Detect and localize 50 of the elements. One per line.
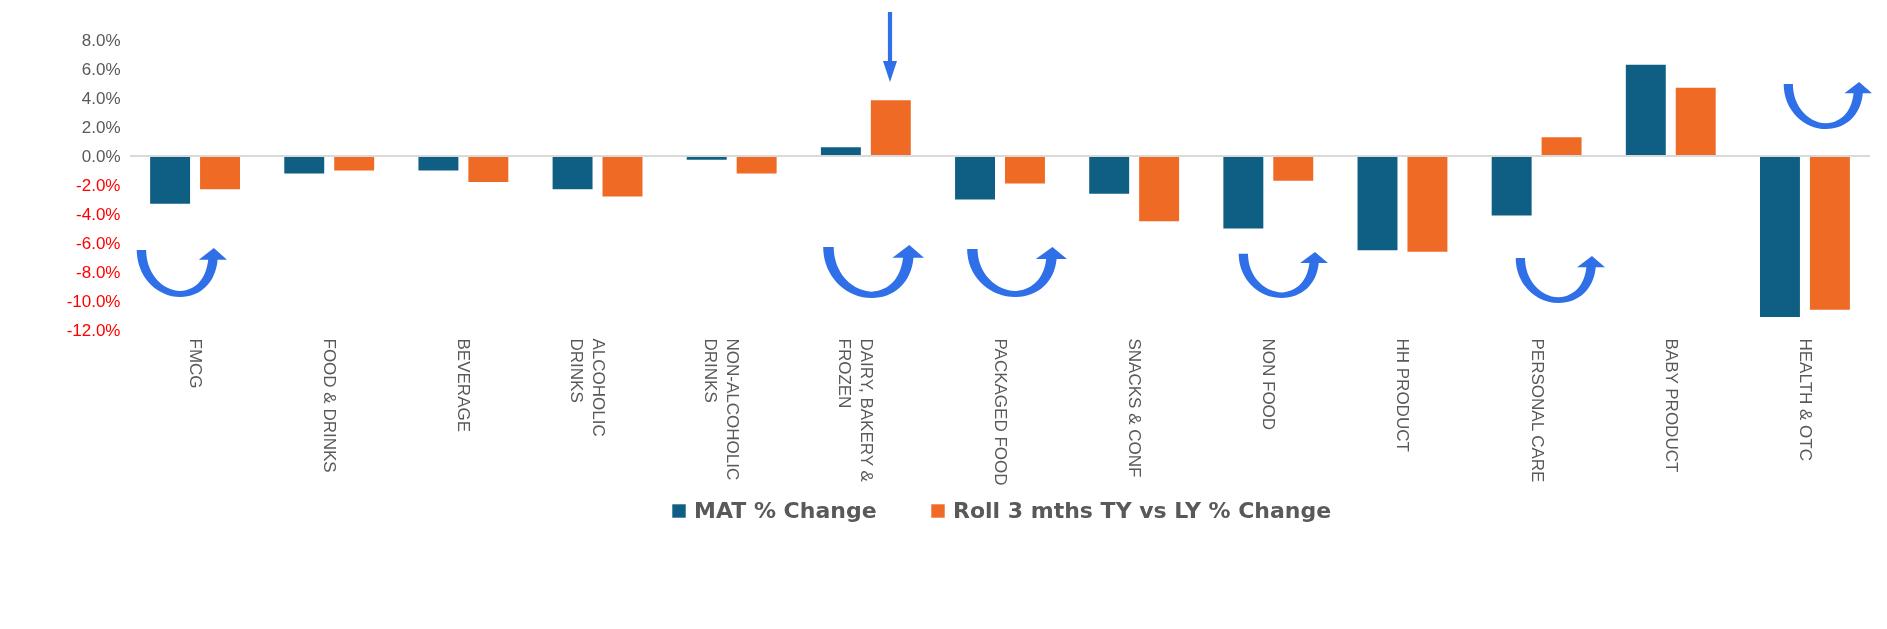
bar (468, 156, 509, 183)
bar (1809, 156, 1850, 310)
x-tick-label: NON-ALCOHOLIC DRINKS (700, 338, 742, 481)
y-tick-label: 4.0% (81, 88, 121, 108)
bar (1491, 156, 1532, 216)
x-tick-label: PERSONAL CARE (1527, 338, 1547, 483)
y-tick-label: 2.0% (81, 117, 121, 137)
y-tick-label: -4.0% (76, 204, 121, 224)
bar (1223, 156, 1264, 229)
bar (955, 156, 996, 200)
x-tick-label: BABY PRODUCT (1661, 338, 1681, 473)
y-tick-label: -2.0% (76, 175, 121, 195)
bar (200, 156, 241, 190)
y-tick-label: -12.0% (66, 320, 121, 340)
bar (1357, 156, 1398, 251)
x-tick-label: SNACKS & CONF (1125, 338, 1145, 478)
bar (1139, 156, 1180, 222)
x-tick-label: HEALTH & OTC (1795, 338, 1815, 461)
bar (602, 156, 643, 197)
bar (418, 156, 459, 171)
y-tick-label: 8.0% (81, 30, 121, 50)
x-tick-label: HH PRODUCT (1393, 338, 1413, 452)
bar (1004, 156, 1045, 184)
bar (284, 156, 325, 174)
bar (1541, 137, 1582, 156)
x-tick-label: PACKAGED FOOD (991, 338, 1010, 486)
bar (1625, 64, 1666, 156)
y-tick-label: -10.0% (66, 291, 121, 311)
bar (1407, 156, 1448, 252)
bar (736, 156, 777, 174)
bar (334, 156, 375, 171)
bar (870, 100, 911, 156)
bar (1089, 156, 1130, 194)
bar (1675, 87, 1716, 156)
legend-label: Roll 3 mths TY vs LY % Change (953, 498, 1332, 523)
x-tick-label: DAIRY, BAKERY & FROZEN (834, 338, 876, 483)
x-tick-label: FOOD & DRINKS (320, 338, 340, 473)
bar (1273, 156, 1314, 181)
y-tick-label: 6.0% (81, 59, 121, 79)
bar (150, 156, 191, 204)
x-tick-label: ALCOHOLIC DRINKS (566, 338, 608, 437)
legend-label: MAT % Change (694, 498, 877, 523)
x-tick-label: BEVERAGE (454, 338, 474, 433)
x-tick-label: NON FOOD (1259, 338, 1279, 431)
y-tick-label: -6.0% (76, 233, 121, 253)
bar (552, 156, 593, 190)
y-tick-label: -8.0% (76, 262, 121, 282)
x-tick-label: FMCG (186, 338, 206, 389)
y-tick-label: 0.0% (81, 146, 121, 166)
bar (1759, 156, 1800, 317)
